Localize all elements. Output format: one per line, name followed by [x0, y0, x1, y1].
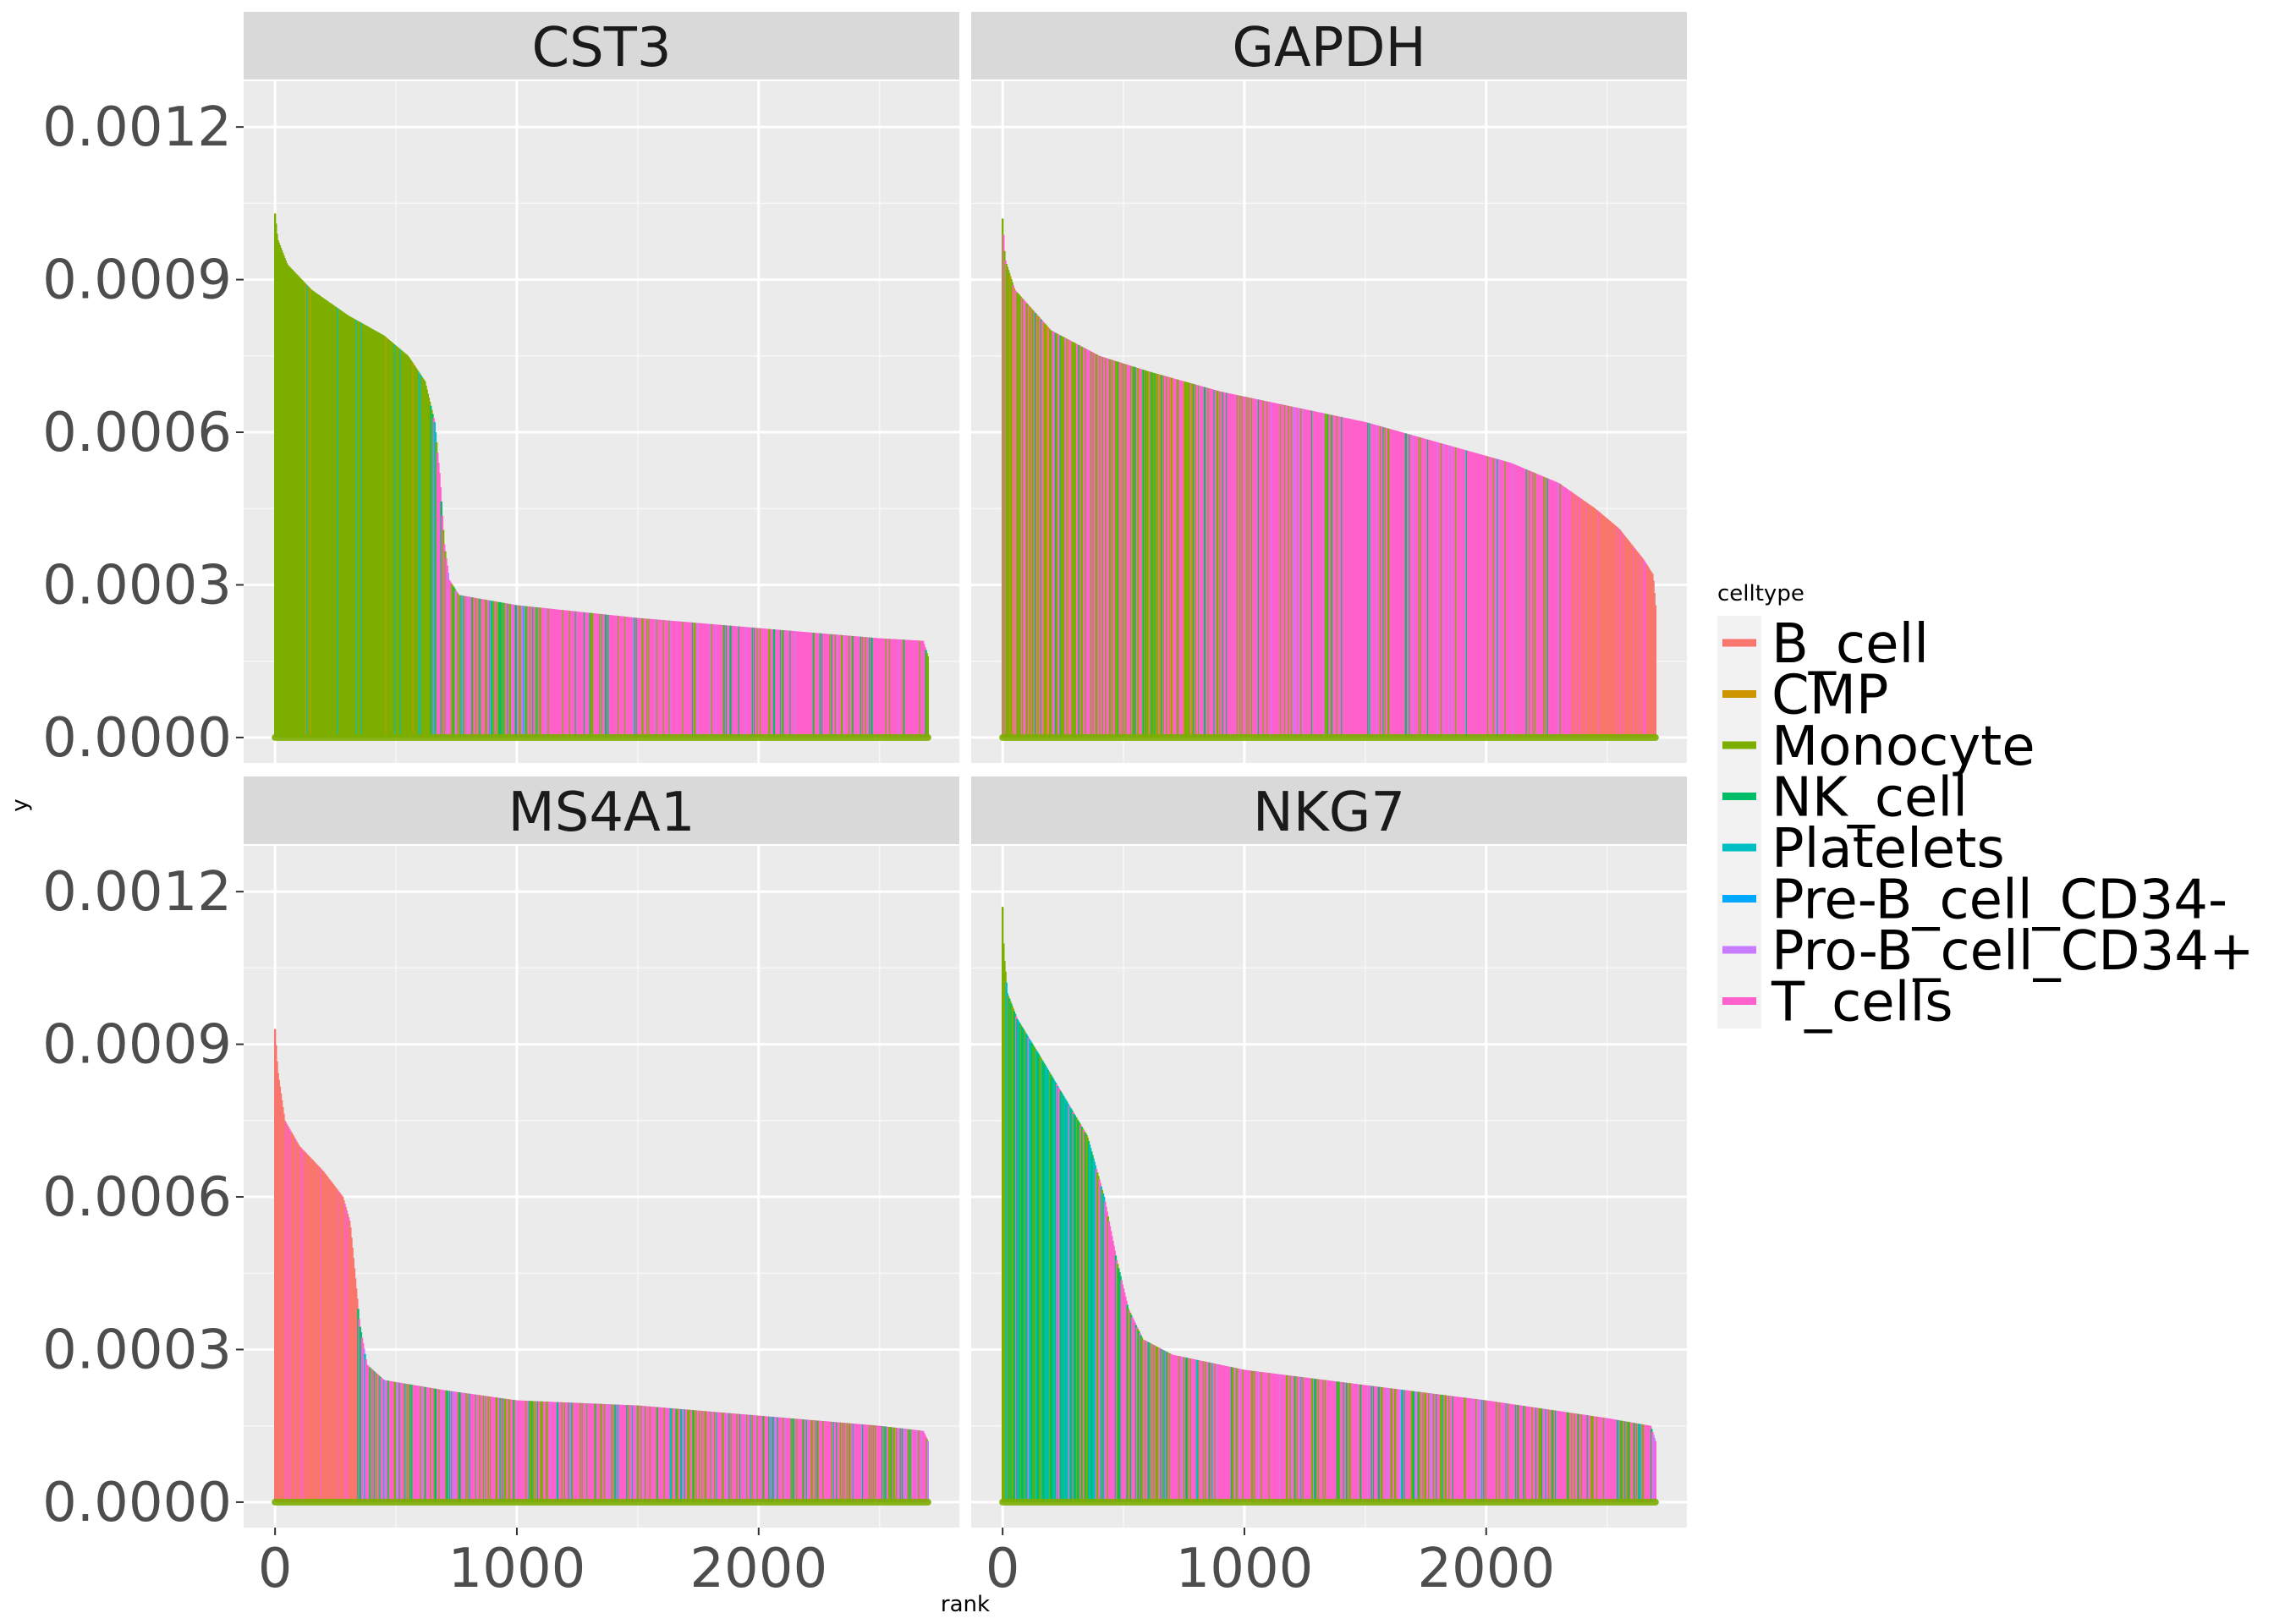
- data-series-cst3: [272, 213, 931, 741]
- facet-panel-cst3: CST3 0.0000 0.0003 0.0006 0.0009 0.0012: [42, 12, 959, 770]
- y-tick-label: 0.0003: [42, 554, 232, 617]
- facet-panels: CST3 0.0000 0.0003 0.0006 0.0009 0.0012 GAPDH M…: [42, 12, 1687, 1600]
- x-tick-label: 0: [258, 1538, 293, 1600]
- y-tick-label: 0.0012: [42, 96, 232, 159]
- data-series-ms4a1: [272, 1029, 931, 1506]
- x-tick-label: 0: [986, 1538, 1020, 1600]
- facet-strip: [244, 12, 959, 80]
- facet-strip-label: MS4A1: [508, 782, 695, 844]
- x-axis: 0 1000 2000: [986, 1528, 1555, 1600]
- y-tick-label: 0.0012: [42, 861, 232, 924]
- legend-label: Pro-B_cell_CD34+: [1771, 920, 2255, 983]
- facet-panel-gapdh: GAPDH: [971, 12, 1687, 763]
- x-axis-title: rank: [941, 1592, 990, 1617]
- facet-strip: [971, 776, 1687, 844]
- y-tick-label: 0.0003: [42, 1319, 232, 1381]
- x-tick-label: 1000: [1176, 1538, 1314, 1600]
- y-tick-label: 0.0000: [42, 707, 232, 770]
- facet-panel-ms4a1: MS4A1 0.0000 0.0003 0.0006 0.0009 0.0012 0 1000…: [42, 776, 959, 1600]
- facet-strip-label: CST3: [531, 17, 671, 80]
- y-axis: 0.0000 0.0003 0.0006 0.0009 0.0012: [42, 96, 244, 770]
- x-tick-label: 1000: [448, 1538, 586, 1600]
- data-series-gapdh: [999, 218, 1659, 741]
- y-tick-label: 0.0000: [42, 1472, 232, 1534]
- facet-strip: [971, 12, 1687, 80]
- legend-label: Monocyte: [1771, 716, 2035, 778]
- x-tick-label: 2000: [1417, 1538, 1555, 1600]
- legend-label: NK_cell: [1771, 767, 1968, 830]
- legend-key-background: [1717, 616, 1761, 1029]
- legend-label: B_cell: [1771, 613, 1929, 676]
- facet-strip: [244, 776, 959, 844]
- facet-panel-nkg7: NKG7 0 1000 2000: [971, 776, 1687, 1600]
- y-tick-label: 0.0006: [42, 402, 232, 464]
- x-axis: 0 1000 2000: [258, 1528, 827, 1600]
- x-tick-label: 2000: [689, 1538, 827, 1600]
- y-axis: 0.0000 0.0003 0.0006 0.0009 0.0012: [42, 861, 244, 1534]
- y-tick-label: 0.0006: [42, 1166, 232, 1229]
- legend-label: Pre-B_cell_CD34-: [1771, 870, 2227, 932]
- facet-strip-label: NKG7: [1253, 782, 1405, 844]
- y-axis-title: y: [8, 798, 33, 811]
- legend: celltype B_cellCMPMonocyteNK_cellPlatelet…: [1717, 581, 2255, 1034]
- legend-label: T_cells: [1771, 972, 1953, 1034]
- data-series-nkg7: [999, 907, 1659, 1506]
- legend-label: CMP: [1771, 665, 1889, 727]
- y-tick-label: 0.0009: [42, 1014, 232, 1077]
- facet-strip-label: GAPDH: [1232, 17, 1425, 80]
- y-tick-label: 0.0009: [42, 250, 232, 312]
- legend-label: Platelets: [1771, 818, 2005, 881]
- legend-title: celltype: [1717, 581, 1804, 606]
